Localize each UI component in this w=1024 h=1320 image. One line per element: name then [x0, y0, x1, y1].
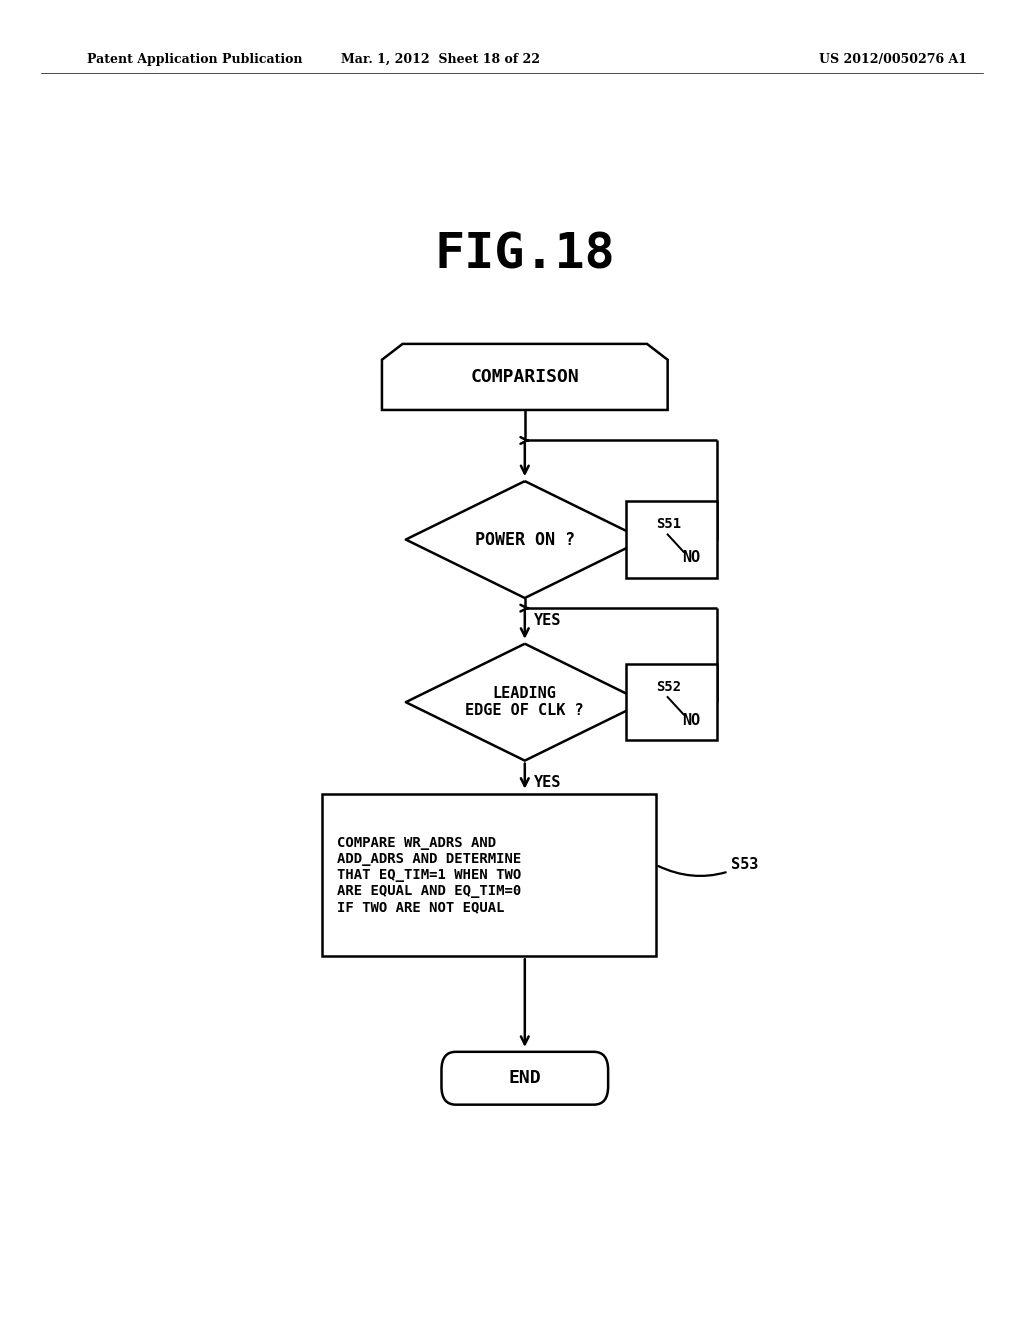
Polygon shape — [382, 345, 668, 411]
Text: Mar. 1, 2012  Sheet 18 of 22: Mar. 1, 2012 Sheet 18 of 22 — [341, 53, 540, 66]
FancyBboxPatch shape — [441, 1052, 608, 1105]
Text: NO: NO — [682, 550, 700, 565]
Text: NO: NO — [682, 713, 700, 727]
Bar — [626, 502, 717, 578]
Text: YES: YES — [535, 612, 562, 628]
Text: S51: S51 — [655, 517, 681, 532]
Text: S53: S53 — [658, 857, 759, 876]
Text: US 2012/0050276 A1: US 2012/0050276 A1 — [819, 53, 968, 66]
Text: Patent Application Publication: Patent Application Publication — [87, 53, 302, 66]
Text: YES: YES — [535, 775, 562, 791]
Text: END: END — [509, 1069, 541, 1088]
Bar — [626, 664, 717, 741]
Text: POWER ON ?: POWER ON ? — [475, 531, 574, 549]
Text: FIG.18: FIG.18 — [434, 231, 615, 279]
Text: S52: S52 — [655, 680, 681, 694]
Text: COMPARE WR_ADRS AND
ADD_ADRS AND DETERMINE
THAT EQ_TIM=1 WHEN TWO
ARE EQUAL AND : COMPARE WR_ADRS AND ADD_ADRS AND DETERMI… — [337, 836, 521, 915]
Text: COMPARISON: COMPARISON — [470, 368, 580, 385]
Text: LEADING
EDGE OF CLK ?: LEADING EDGE OF CLK ? — [466, 686, 584, 718]
Bar — [323, 793, 655, 956]
